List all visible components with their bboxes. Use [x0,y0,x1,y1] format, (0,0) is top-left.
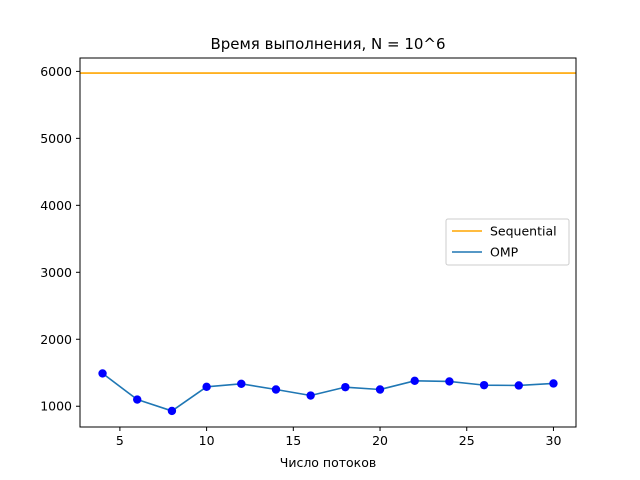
data-point-omp [271,385,281,394]
data-point-omp [549,379,558,388]
data-point-omp [410,376,419,385]
legend-label-sequential: Sequential [490,224,557,239]
plot-area [80,72,576,416]
y-tick-label: 6000 [40,64,72,79]
data-point-omp [479,380,489,390]
legend-label-omp: OMP [490,245,519,260]
x-axis-label: Число потоков [280,455,377,470]
axes-frame [79,57,577,428]
data-point-omp [306,391,315,400]
data-point-omp [133,395,142,404]
y-tick-label: 4000 [40,198,72,213]
data-point-omp [341,382,350,392]
chart-title: Время выполнения, N = 10^6 [210,35,445,53]
x-tick-label: 30 [546,433,562,448]
data-point-omp [167,406,177,416]
y-tick-label: 2000 [40,332,72,347]
y-tick-label: 1000 [40,399,72,414]
x-tick-label: 20 [372,433,388,448]
y-tick-label: 5000 [40,131,72,146]
x-tick-label: 15 [285,433,301,448]
axis-ticks: 5 10 15 20 25 30 1000 2000 3000 4000 5000 6000 [40,64,561,448]
data-point-omp [98,369,107,378]
data-point-omp [514,381,523,390]
y-tick-label: 3000 [40,265,72,280]
x-tick-label: 10 [199,433,215,448]
legend: Sequential OMP [445,218,570,266]
series-line-omp [102,372,554,412]
data-point-omp [375,385,385,394]
data-point-omp [237,379,246,389]
data-point-omp [445,377,454,386]
data-point-omp [202,382,211,392]
x-tick-label: 25 [459,433,475,448]
x-tick-label: 5 [116,433,124,448]
